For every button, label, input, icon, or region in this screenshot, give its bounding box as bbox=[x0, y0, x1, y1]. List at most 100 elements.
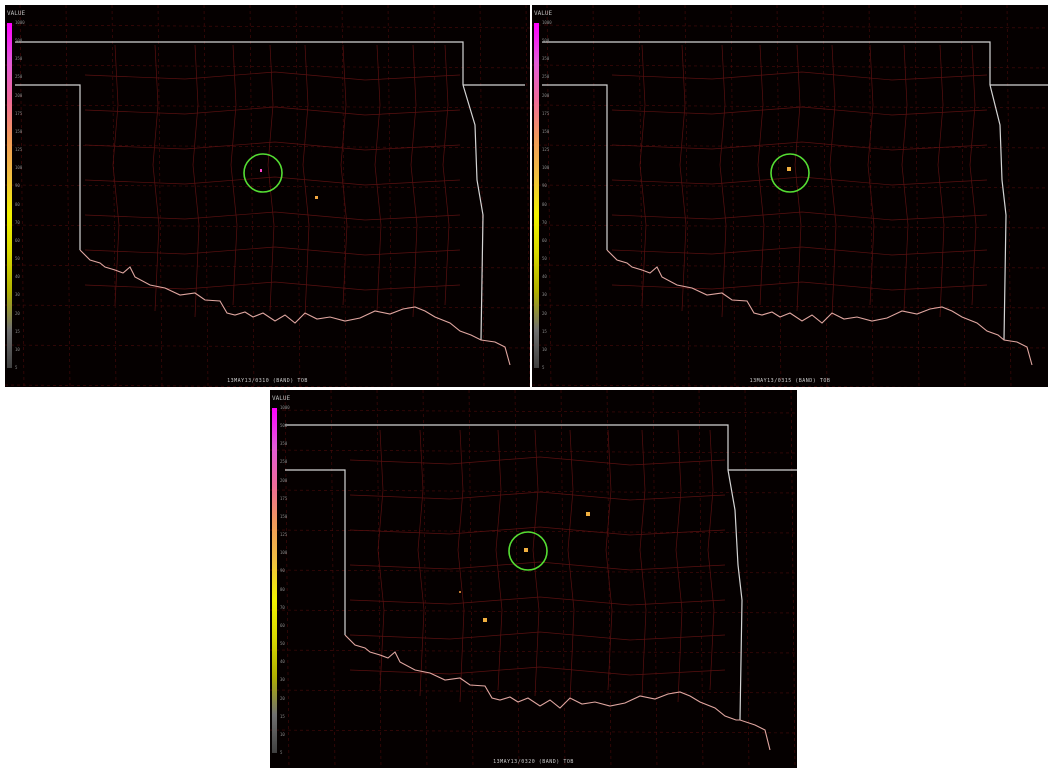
highlight-circle bbox=[508, 531, 548, 571]
grid-line bbox=[730, 5, 736, 387]
map-svg-2 bbox=[532, 5, 1048, 387]
county-line bbox=[605, 429, 613, 691]
color-scale-tick-label: 350 bbox=[15, 56, 23, 62]
color-scale-tick-label: 500 bbox=[542, 38, 550, 44]
lightning-map-panel-3: VALUE 1000 500 350 250 200 175 150 125 100 90 80 70… bbox=[270, 390, 797, 768]
county-line bbox=[442, 44, 450, 306]
color-scale-tick-label: 150 bbox=[15, 128, 23, 134]
color-scale-tick-label: 60 bbox=[15, 237, 20, 243]
color-scale-tick-label: 70 bbox=[542, 219, 547, 225]
lightning-marker bbox=[586, 512, 590, 516]
grid-line bbox=[330, 390, 336, 768]
county-line bbox=[417, 429, 425, 697]
color-scale-tick-label: 350 bbox=[542, 56, 550, 62]
grid-line bbox=[532, 104, 1048, 109]
county-line bbox=[679, 44, 687, 312]
county-line bbox=[719, 44, 727, 318]
color-scale-tick-label: 10 bbox=[280, 731, 285, 737]
color-scale-bar bbox=[534, 23, 539, 368]
color-scale-tick-label: 50 bbox=[542, 256, 547, 262]
color-scale-tick-label: 100 bbox=[280, 550, 288, 556]
grid-line bbox=[157, 5, 163, 387]
county-line bbox=[639, 44, 647, 306]
county-line bbox=[794, 44, 802, 312]
county-line bbox=[267, 44, 275, 312]
lightning-marker bbox=[524, 548, 528, 552]
red-river-border bbox=[344, 634, 771, 751]
color-scale-tick-label: 15 bbox=[280, 713, 285, 719]
county-line bbox=[639, 429, 647, 697]
grid-line bbox=[111, 5, 117, 387]
state-border bbox=[542, 41, 1048, 341]
color-scale-tick-label: 30 bbox=[15, 292, 20, 298]
grid-line bbox=[698, 390, 704, 768]
grid-line bbox=[295, 5, 301, 387]
color-scale-tick-label: 200 bbox=[542, 92, 550, 98]
state-border bbox=[15, 41, 525, 341]
grid-line bbox=[5, 24, 530, 29]
color-scale-tick-label: 80 bbox=[280, 586, 285, 592]
color-scale-tick-label: 250 bbox=[280, 459, 288, 465]
grid-line bbox=[270, 489, 797, 494]
color-scale-tick-label: 5 bbox=[280, 750, 283, 755]
county-line bbox=[707, 429, 715, 691]
color-scale-tick-label: 175 bbox=[542, 110, 550, 116]
county-line bbox=[112, 44, 120, 306]
red-river-border bbox=[606, 249, 1033, 366]
lightning-marker bbox=[483, 618, 487, 622]
county-line bbox=[611, 211, 988, 221]
color-scale-bar bbox=[7, 23, 12, 368]
county-line bbox=[969, 44, 977, 306]
color-scale-tick-label: 80 bbox=[15, 201, 20, 207]
grid-line bbox=[532, 144, 1048, 149]
color-scale-tick-label: 250 bbox=[542, 74, 550, 80]
lightning-map-panel-1: VALUE 1000 500 350 250 200 175 150 125 100 90 80 70… bbox=[5, 5, 530, 387]
grid-line bbox=[684, 5, 690, 387]
grid-line bbox=[532, 344, 1048, 349]
lightning-marker bbox=[787, 167, 791, 171]
grid-line bbox=[5, 184, 530, 189]
county-line bbox=[349, 491, 726, 501]
county-line bbox=[340, 44, 348, 306]
color-scale-ticks: 1000 500 350 250 200 175 150 125 100 90 80 70 60 50 40… bbox=[542, 21, 564, 371]
map-gridlines bbox=[270, 390, 797, 768]
lightning-marker bbox=[459, 591, 461, 593]
county-line bbox=[611, 71, 988, 81]
color-scale-tick-label: 30 bbox=[542, 292, 547, 298]
county-lines bbox=[349, 429, 726, 703]
color-scale-tick-label: 1000 bbox=[15, 20, 25, 25]
grid-line bbox=[532, 304, 1048, 309]
map-gridlines bbox=[5, 5, 530, 387]
county-line bbox=[349, 526, 726, 536]
county-line bbox=[457, 429, 465, 703]
county-line bbox=[230, 44, 238, 306]
grid-line bbox=[270, 689, 797, 694]
county-line bbox=[611, 141, 988, 151]
color-scale-ticks: 1000 500 350 250 200 175 150 125 100 90 80 70 60 50 40… bbox=[15, 21, 37, 371]
color-scale-title: VALUE bbox=[272, 395, 291, 402]
color-scale-tick-label: 150 bbox=[542, 128, 550, 134]
color-scale-tick-label: 50 bbox=[15, 256, 20, 262]
color-scale-tick-label: 175 bbox=[280, 495, 288, 501]
grid-line bbox=[532, 384, 928, 387]
color-scale-tick-label: 5 bbox=[15, 365, 18, 370]
grid-line bbox=[1006, 5, 1012, 387]
color-scale-tick-label: 200 bbox=[280, 477, 288, 483]
color-scale-tick-label: 100 bbox=[542, 165, 550, 171]
map-gridlines bbox=[532, 5, 1048, 387]
color-scale-tick-label: 500 bbox=[15, 38, 23, 44]
county-lines bbox=[611, 44, 988, 318]
color-scale-tick-label: 15 bbox=[15, 328, 20, 334]
color-scale-tick-label: 30 bbox=[280, 677, 285, 683]
county-line bbox=[349, 666, 726, 676]
map-svg-3 bbox=[270, 390, 797, 768]
county-line bbox=[84, 246, 461, 256]
color-scale-tick-label: 10 bbox=[542, 346, 547, 352]
color-scale-tick-label: 200 bbox=[15, 92, 23, 98]
county-line bbox=[532, 429, 540, 697]
grid-line bbox=[5, 344, 530, 349]
county-line bbox=[611, 281, 988, 291]
grid-line bbox=[19, 5, 25, 387]
color-scale-tick-label: 90 bbox=[542, 183, 547, 189]
color-scale-tick-label: 90 bbox=[15, 183, 20, 189]
